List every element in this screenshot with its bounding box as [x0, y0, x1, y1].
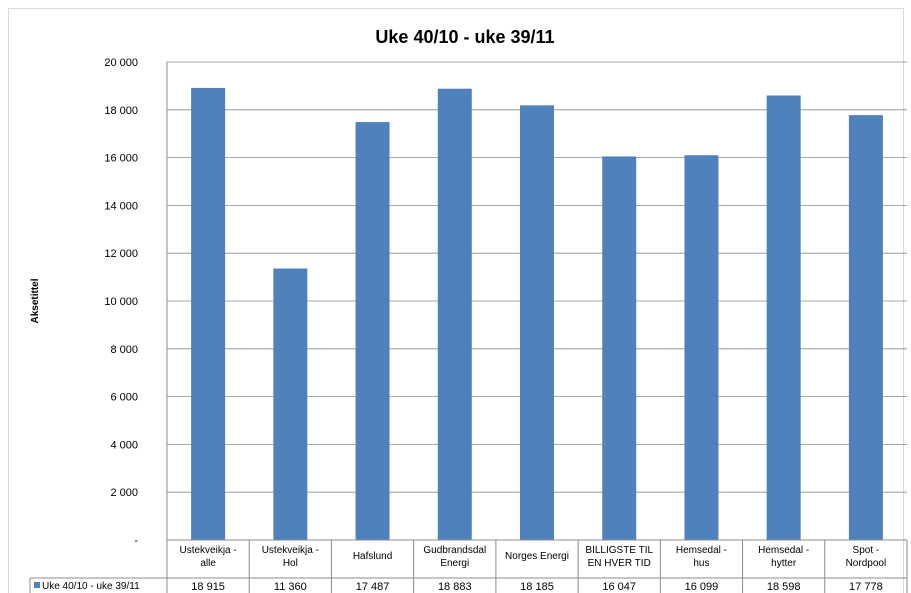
data-label: 18 185: [520, 581, 554, 593]
category-label: alle: [200, 558, 216, 569]
bar: [355, 122, 390, 540]
data-label: 18 883: [438, 581, 472, 593]
y-tick-label: 2 000: [110, 487, 138, 499]
category-label: Hemsedal -: [758, 545, 809, 556]
legend-label: Uke 40/10 - uke 39/11: [42, 581, 140, 592]
category-label: Energi: [440, 558, 469, 569]
data-label: 17 487: [356, 581, 390, 593]
bar: [273, 268, 308, 540]
bar: [848, 115, 883, 540]
data-label: 16 047: [602, 581, 636, 593]
category-label: hytter: [771, 558, 797, 569]
data-label: 18 598: [767, 581, 801, 593]
y-tick-label: 14 000: [104, 200, 138, 212]
legend-swatch: [34, 582, 40, 588]
category-label: Gudbrandsdal: [423, 545, 486, 556]
y-tick-label: 8 000: [110, 344, 138, 356]
chart-title: Uke 40/10 - uke 39/11: [375, 27, 554, 47]
y-tick-label: 20 000: [104, 57, 138, 69]
y-tick-label: 6 000: [110, 392, 138, 404]
category-label: BILLIGSTE TIL: [585, 545, 653, 556]
bar: [684, 155, 719, 541]
y-tick-label: -: [134, 535, 138, 547]
category-label: Nordpool: [846, 558, 887, 569]
data-label: 16 099: [685, 581, 719, 593]
category-label: Ustekveikja -: [179, 545, 236, 556]
bar: [520, 105, 554, 540]
y-axis-label: Aksetittel: [30, 278, 41, 323]
category-label: Norges Energi: [505, 551, 569, 562]
bar: [437, 88, 472, 541]
y-tick-label: 12 000: [104, 248, 138, 260]
category-label: EN HVER TID: [588, 558, 651, 569]
bar: [191, 87, 226, 540]
data-label: 11 360: [274, 581, 307, 593]
y-tick-label: 18 000: [104, 105, 138, 117]
category-label: hus: [693, 558, 709, 569]
y-tick-label: 10 000: [104, 296, 138, 308]
category-label: Hol: [283, 558, 298, 569]
bar: [766, 95, 801, 540]
bar: [602, 156, 637, 541]
category-label: Hemsedal -: [676, 545, 727, 556]
data-label: 18 915: [191, 581, 225, 593]
category-label: Hafslund: [353, 551, 392, 562]
category-label: Spot -: [853, 545, 880, 556]
y-tick-label: 4 000: [110, 439, 138, 451]
y-tick-label: 16 000: [104, 153, 138, 165]
data-label: 17 778: [849, 581, 883, 593]
category-label: Ustekveikja -: [262, 545, 319, 556]
